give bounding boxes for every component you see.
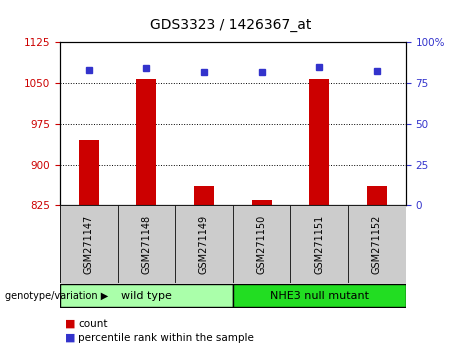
Bar — [136, 79, 156, 205]
Text: percentile rank within the sample: percentile rank within the sample — [78, 333, 254, 343]
Bar — [348, 205, 406, 283]
Bar — [118, 205, 175, 283]
Text: NHE3 null mutant: NHE3 null mutant — [270, 291, 369, 301]
Text: genotype/variation ▶: genotype/variation ▶ — [5, 291, 108, 301]
Bar — [252, 200, 272, 205]
Bar — [233, 205, 290, 283]
Bar — [175, 205, 233, 283]
Text: wild type: wild type — [121, 291, 172, 301]
Bar — [60, 284, 233, 308]
Bar — [194, 186, 214, 205]
Bar — [290, 205, 348, 283]
Text: GSM271149: GSM271149 — [199, 215, 209, 274]
Text: GSM271148: GSM271148 — [142, 215, 151, 274]
Bar — [367, 186, 387, 205]
Text: ■: ■ — [65, 333, 75, 343]
Text: GSM271147: GSM271147 — [84, 215, 94, 274]
Text: GSM271150: GSM271150 — [257, 215, 266, 274]
Text: GSM271152: GSM271152 — [372, 215, 382, 274]
Text: count: count — [78, 319, 108, 329]
Bar — [233, 284, 406, 308]
Text: GDS3323 / 1426367_at: GDS3323 / 1426367_at — [150, 18, 311, 32]
Bar — [79, 140, 99, 205]
Bar — [309, 79, 329, 205]
Text: GSM271151: GSM271151 — [314, 215, 324, 274]
Text: ■: ■ — [65, 319, 75, 329]
Bar — [60, 205, 118, 283]
